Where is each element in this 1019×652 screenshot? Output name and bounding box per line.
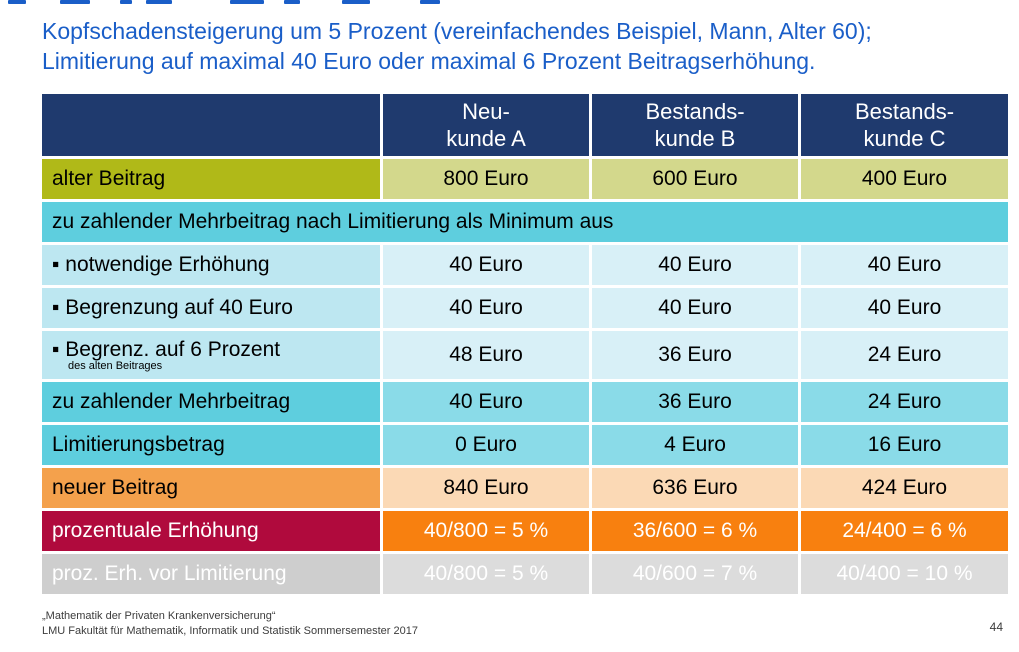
column-header-bestandskunde-b: Bestands- kunde B <box>592 94 798 156</box>
column-header-neukunde-a: Neu- kunde A <box>383 94 589 156</box>
column-header-line: Bestands- <box>854 98 955 124</box>
value-cell: 48 Euro <box>383 331 589 379</box>
value-cell: 840 Euro <box>383 468 589 508</box>
column-header-line: Neu- <box>462 98 510 124</box>
row-label-prozentuale-erhoehung: prozentuale Erhöhung <box>42 511 380 551</box>
value-cell: 40/800 = 5 % <box>383 511 589 551</box>
value-cell: 40 Euro <box>383 245 589 285</box>
value-cell: 36 Euro <box>592 331 798 379</box>
row-label-limitierungsbetrag: Limitierungsbetrag <box>42 425 380 465</box>
limitation-example-table: Neu- kunde A Bestands- kunde B Bestands-… <box>42 94 1008 594</box>
value-cell: 40 Euro <box>801 288 1008 328</box>
table-corner-cell <box>42 94 380 156</box>
row-label-neuer-beitrag: neuer Beitrag <box>42 468 380 508</box>
value-cell: 0 Euro <box>383 425 589 465</box>
footer-course-title: „Mathematik der Privaten Krankenversiche… <box>42 610 276 622</box>
section-row-mehrbeitrag-nach-limitierung: zu zahlender Mehrbeitrag nach Limitierun… <box>42 202 1008 242</box>
row-label-proz-erhoehung-vor-limitierung: proz. Erh. vor Limitierung <box>42 554 380 594</box>
value-cell: 40 Euro <box>592 288 798 328</box>
slide-title-line2: Limitierung auf maximal 40 Euro oder max… <box>42 48 816 75</box>
value-cell: 36 Euro <box>592 382 798 422</box>
value-cell: 36/600 = 6 % <box>592 511 798 551</box>
column-header-line: kunde C <box>863 126 946 151</box>
value-cell: 400 Euro <box>801 159 1008 199</box>
value-cell: 24/400 = 6 % <box>801 511 1008 551</box>
value-cell: 600 Euro <box>592 159 798 199</box>
value-cell: 40 Euro <box>801 245 1008 285</box>
column-header-line: kunde A <box>446 126 526 151</box>
row-label-sublabel: des alten Beitrages <box>68 360 163 372</box>
row-label-notwendige-erhoehung: ▪ notwendige Erhöhung <box>42 245 380 285</box>
value-cell: 40/600 = 7 % <box>592 554 798 594</box>
value-cell: 24 Euro <box>801 382 1008 422</box>
value-cell: 800 Euro <box>383 159 589 199</box>
row-label-main: ▪ Begrenz. auf 6 Prozent <box>52 338 281 361</box>
footer-faculty-line: LMU Fakultät für Mathematik, Informatik … <box>42 625 418 638</box>
value-cell: 4 Euro <box>592 425 798 465</box>
row-label-zu-zahlender-mehrbeitrag: zu zahlender Mehrbeitrag <box>42 382 380 422</box>
value-cell: 636 Euro <box>592 468 798 508</box>
slide-title-line1: Kopfschadensteigerung um 5 Prozent (vere… <box>42 18 872 44</box>
column-header-bestandskunde-c: Bestands- kunde C <box>801 94 1008 156</box>
value-cell: 40 Euro <box>383 288 589 328</box>
value-cell: 16 Euro <box>801 425 1008 465</box>
value-cell: 40 Euro <box>383 382 589 422</box>
value-cell: 24 Euro <box>801 331 1008 379</box>
slide-footer: „Mathematik der Privaten Krankenversiche… <box>42 609 418 640</box>
page-number: 44 <box>989 620 1003 634</box>
column-header-line: kunde B <box>654 126 736 151</box>
row-label-begrenzung-40-euro: ▪ Begrenzung auf 40 Euro <box>42 288 380 328</box>
clipped-heading-fragment <box>8 0 440 5</box>
value-cell: 40/400 = 10 % <box>801 554 1008 594</box>
row-label-begrenzung-6-prozent: ▪ Begrenz. auf 6 Prozent des alten Beitr… <box>42 331 380 379</box>
value-cell: 424 Euro <box>801 468 1008 508</box>
slide-title: Kopfschadensteigerung um 5 Prozent (vere… <box>42 16 872 77</box>
value-cell: 40 Euro <box>592 245 798 285</box>
row-label-alter-beitrag: alter Beitrag <box>42 159 380 199</box>
column-header-line: Bestands- <box>645 98 745 124</box>
value-cell: 40/800 = 5 % <box>383 554 589 594</box>
